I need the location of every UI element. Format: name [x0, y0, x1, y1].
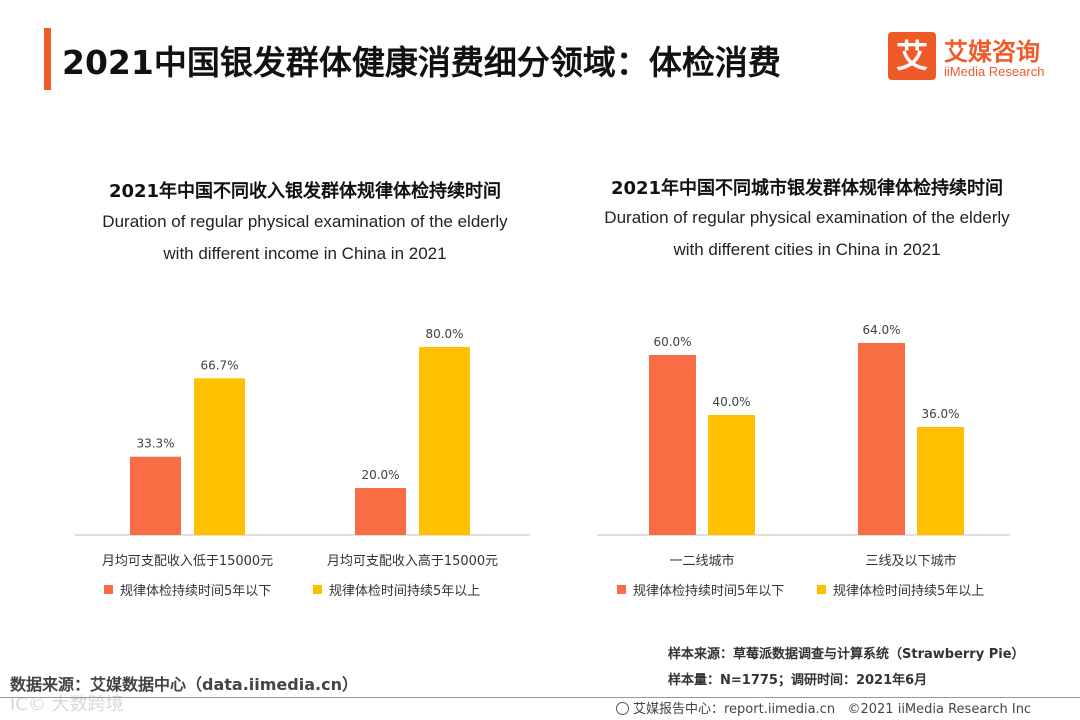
- sample-source: 样本来源：草莓派数据调查与计算系统（Strawberry Pie）: [668, 647, 1025, 662]
- chart1-legend-label: 规律体检持续时间5年以下: [120, 584, 271, 599]
- chart1-data-label: 80.0%: [425, 327, 463, 341]
- chart2-bar: [708, 415, 755, 535]
- globe-icon: [616, 702, 629, 715]
- footer-divider: [0, 697, 1080, 698]
- logo-text-cn: 艾媒咨询: [944, 38, 1040, 66]
- chart2-data-label: 36.0%: [921, 407, 959, 421]
- logo-mark: 艾: [888, 32, 936, 80]
- data-source: 数据来源：艾媒数据中心（data.iimedia.cn）: [10, 675, 358, 694]
- chart2-data-label: 64.0%: [862, 323, 900, 337]
- watermark: IC© 大数跨境: [10, 694, 124, 715]
- chart2-title-en: Duration of regular physical examination…: [532, 202, 1080, 266]
- sample-size: 样本量：N=1775；调研时间：2021年6月: [668, 673, 928, 688]
- title-accent-bar: [44, 28, 51, 90]
- copyright: ©2021 iiMedia Research Inc: [847, 702, 1032, 717]
- chart1-category-label: 月均可支配收入低于15000元: [102, 554, 273, 569]
- chart2-legend-label: 规律体检持续时间5年以下: [633, 584, 784, 599]
- chart1-title-en-line1: Duration of regular physical examination…: [102, 212, 508, 231]
- chart1-category-label: 月均可支配收入高于15000元: [327, 553, 498, 569]
- chart2-data-label: 60.0%: [653, 335, 691, 349]
- chart1-title-en: Duration of regular physical examination…: [30, 206, 580, 270]
- chart2-legend-swatch: [617, 585, 626, 594]
- footer-report-info: 艾媒报告中心：report.iimedia.cn ©2021 iiMedia R…: [616, 698, 1031, 717]
- chart2-legend-swatch: [817, 585, 826, 594]
- chart2-title-en-line2: with different cities in China in 2021: [673, 240, 941, 259]
- chart1-data-label: 66.7%: [200, 358, 238, 372]
- chart1-title-cn: 2021年中国不同收入银发群体规律体检持续时间: [108, 181, 502, 202]
- page-title: 2021中国银发群体健康消费细分领域：体检消费: [62, 43, 781, 82]
- chart1-legend-swatch: [104, 585, 113, 594]
- chart1-data-label: 20.0%: [361, 468, 399, 482]
- chart1-bar: [419, 347, 470, 535]
- chart1-title-en-line2: with different income in China in 2021: [163, 244, 447, 263]
- chart2-title-en-line1: Duration of regular physical examination…: [604, 208, 1010, 227]
- chart2-bar: [858, 343, 905, 535]
- iimedia-logo[interactable]: 艾 艾媒咨询 iiMedia Research: [888, 32, 1068, 84]
- chart2-data-label: 40.0%: [712, 395, 750, 409]
- chart2-bar: [649, 355, 696, 535]
- chart2-bar: [917, 427, 964, 535]
- chart1-legend-label: 规律体检时间持续5年以上: [329, 584, 480, 599]
- chart2-category-label: 一二线城市: [669, 553, 734, 569]
- chart1-data-label: 33.3%: [136, 437, 174, 451]
- chart1-bar: [355, 488, 406, 535]
- chart2-legend-label: 规律体检时间持续5年以上: [833, 584, 984, 599]
- logo-text-en: iiMedia Research: [944, 64, 1045, 79]
- chart1-bar: [194, 378, 245, 535]
- chart1-bar: [130, 456, 181, 535]
- chart2-title-cn: 2021年中国不同城市银发群体规律体检持续时间: [610, 178, 1004, 199]
- chart1-legend-swatch: [313, 585, 322, 594]
- report-center-link[interactable]: 艾媒报告中心：report.iimedia.cn: [633, 702, 836, 717]
- chart2-category-label: 三线及以下城市: [865, 553, 956, 569]
